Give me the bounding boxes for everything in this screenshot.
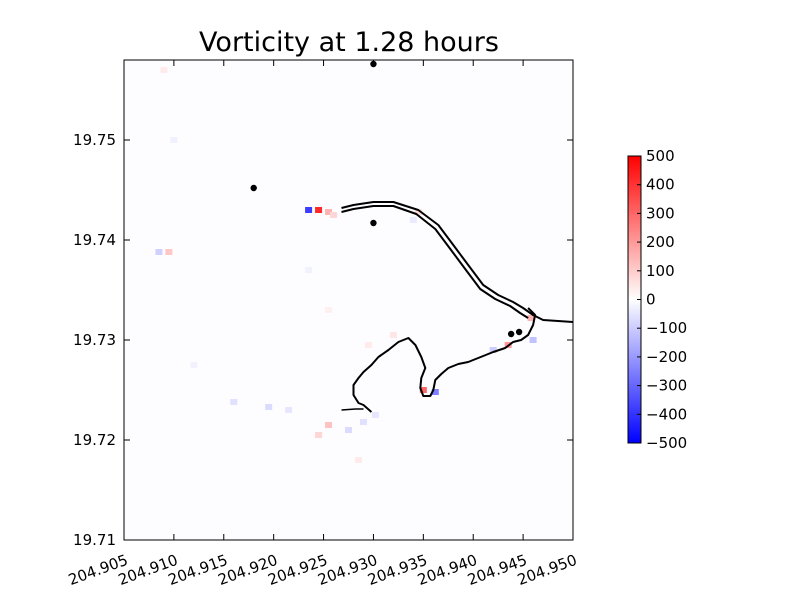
y-axis: 19.71 19.72 19.73 19.74 19.75 xyxy=(73,131,573,549)
vorticity-cell xyxy=(489,347,497,353)
vorticity-cell xyxy=(325,209,333,215)
marker-point xyxy=(515,328,523,336)
vorticity-cell xyxy=(431,389,439,395)
vorticity-cell xyxy=(165,249,173,255)
colorbar-tick-label: −300 xyxy=(646,377,687,395)
coastline-layer xyxy=(341,201,573,413)
colorbar-tick-label: 300 xyxy=(646,204,675,222)
vorticity-cell xyxy=(354,457,362,463)
vorticity-cell xyxy=(190,362,198,368)
colorbar-tick-label: −200 xyxy=(646,348,687,366)
vorticity-cell xyxy=(389,332,397,338)
vorticity-cell xyxy=(315,207,323,213)
vorticity-cell xyxy=(529,337,537,343)
vorticity-cell xyxy=(285,407,293,413)
colorbar-tick-label: −500 xyxy=(646,434,687,452)
colorbar: 500 400 300 200 100 0 −100 −200 −300 −400 −500 xyxy=(627,147,687,452)
marker-point xyxy=(370,219,377,227)
y-tick-label: 19.72 xyxy=(73,431,116,449)
colorbar-tick-label: 0 xyxy=(646,291,656,309)
shoreline xyxy=(352,307,537,413)
plot-frame xyxy=(123,59,574,541)
colorbar-tick-label: −400 xyxy=(646,405,687,423)
vorticity-cell xyxy=(230,399,238,405)
vorticity-cell xyxy=(527,315,535,321)
plot-area xyxy=(124,60,573,540)
vorticity-cell xyxy=(371,412,379,418)
vorticity-cell xyxy=(265,404,273,410)
coastline-outer xyxy=(341,201,573,323)
vorticity-cell xyxy=(345,427,352,433)
vorticity-cell xyxy=(305,207,313,213)
marker-point xyxy=(507,330,515,338)
vorticity-cell xyxy=(325,307,333,313)
vorticity-cell xyxy=(155,249,163,255)
vorticity-cell xyxy=(419,387,427,393)
chart-title: Vorticity at 1.28 hours xyxy=(199,27,499,58)
vorticity-cell xyxy=(364,342,372,348)
marker-layer xyxy=(250,60,523,338)
coastline-inner xyxy=(341,205,529,319)
vorticity-cell xyxy=(305,267,313,273)
vorticity-cell xyxy=(325,422,333,428)
y-tick-label: 19.71 xyxy=(73,531,116,549)
marker-point xyxy=(250,184,257,192)
vorticity-cell xyxy=(330,212,338,218)
vorticity-cell xyxy=(409,217,417,223)
y-tick-label: 19.74 xyxy=(73,231,116,249)
colorbar-tick-label: −100 xyxy=(646,319,687,337)
vorticity-cell xyxy=(170,137,178,143)
colorbar-tick-label: 200 xyxy=(646,233,675,251)
y-tick-label: 19.75 xyxy=(73,131,116,149)
colorbar-tick-label: 400 xyxy=(646,176,675,194)
vorticity-cell xyxy=(315,432,323,438)
vorticity-field xyxy=(155,67,537,463)
colorbar-tick-label: 500 xyxy=(646,147,675,165)
vorticity-cell xyxy=(414,209,422,215)
vorticity-cell xyxy=(160,67,168,73)
pier-line xyxy=(341,408,364,411)
y-tick-label: 19.73 xyxy=(73,331,116,349)
vorticity-cell xyxy=(359,419,367,425)
colorbar-tick-label: 100 xyxy=(646,262,675,280)
